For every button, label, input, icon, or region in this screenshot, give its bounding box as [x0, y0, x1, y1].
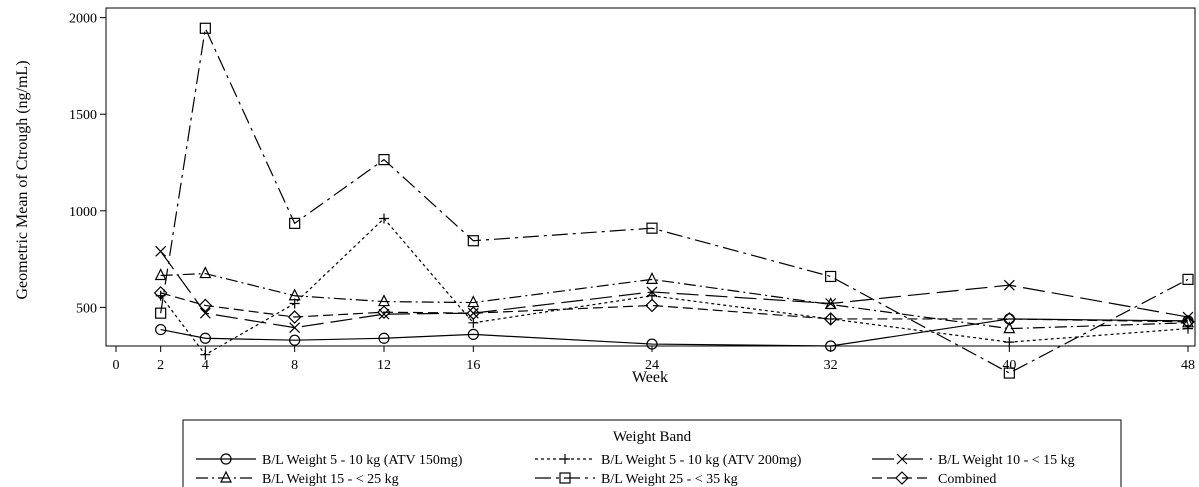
data-point	[199, 22, 211, 34]
data-point	[646, 222, 658, 234]
x-tick-label: 40	[1002, 358, 1016, 373]
series-line	[160, 251, 1189, 329]
legend-item: B/L Weight 15 - < 25 kg	[196, 470, 399, 487]
data-point	[289, 334, 301, 346]
legend-label: B/L Weight 5 - 10 kg (ATV 200mg)	[601, 453, 802, 468]
legend-label: B/L Weight 10 - < 15 kg	[938, 453, 1075, 468]
series-layer	[153, 22, 1195, 379]
x-tick-label: 4	[202, 358, 209, 373]
data-point	[467, 235, 479, 247]
legend-item: B/L Weight 25 - < 35 kg	[535, 472, 738, 487]
series-line	[160, 272, 1189, 330]
data-point	[824, 297, 837, 310]
data-point	[379, 213, 389, 224]
data-point	[288, 288, 301, 301]
data-point	[1003, 279, 1015, 291]
legend-item: Combined	[872, 471, 996, 487]
legend-marker	[220, 453, 232, 465]
data-point	[155, 245, 167, 257]
data-point	[1182, 273, 1194, 285]
data-point	[378, 154, 390, 166]
legend-item: B/L Weight 10 - < 15 kg	[872, 453, 1075, 468]
legend-items: B/L Weight 5 - 10 kg (ATV 150mg) B/L Weig…	[196, 453, 1075, 487]
data-point	[825, 340, 837, 352]
x-axis-title: Week	[632, 369, 668, 386]
legend-marker	[896, 453, 908, 465]
legend-item: B/L Weight 5 - 10 kg (ATV 150mg)	[196, 453, 463, 468]
data-point	[289, 322, 301, 334]
x-tick-label: 16	[466, 358, 480, 373]
data-point	[823, 312, 838, 326]
legend-item: B/L Weight 5 - 10 kg (ATV 200mg)	[535, 453, 802, 468]
legend-label: Combined	[938, 472, 996, 487]
data-point	[287, 310, 302, 324]
x-tick-label: 0	[113, 358, 120, 373]
series-2	[155, 213, 1193, 360]
data-point	[378, 308, 390, 320]
data-point	[646, 286, 658, 298]
data-point	[646, 272, 658, 284]
data-point	[1002, 312, 1017, 326]
series-1	[155, 313, 1194, 352]
x-axis: 0 2 4 8 12 16 24 32 40 48	[113, 346, 1195, 373]
legend-marker	[559, 472, 571, 484]
y-axis-title: Geometric Mean of Ctrough (ng/mL)	[14, 60, 31, 299]
data-point	[378, 332, 390, 344]
data-point	[646, 338, 658, 350]
y-tick-label: 2000	[69, 12, 97, 27]
series-line	[160, 318, 1189, 347]
data-point	[1181, 315, 1195, 329]
data-point	[153, 286, 168, 300]
data-point	[466, 306, 481, 321]
data-point	[645, 298, 659, 313]
y-tick-label: 500	[76, 301, 97, 316]
legend-frame	[182, 419, 1122, 487]
data-point	[289, 217, 301, 229]
legend-label: B/L Weight 15 - < 25 kg	[262, 472, 399, 487]
x-tick-label: 32	[824, 358, 838, 373]
series-line	[160, 26, 1189, 374]
series-5	[155, 22, 1194, 379]
legend: Weight Band B/L Weight 5 - 10 kg (ATV 15…	[182, 419, 1122, 487]
legend-marker	[560, 454, 570, 464]
data-point	[1004, 337, 1015, 348]
data-point	[378, 294, 390, 307]
data-point	[200, 349, 211, 360]
y-tick-label: 1500	[69, 108, 97, 123]
data-point	[155, 323, 167, 336]
legend-label: B/L Weight 5 - 10 kg (ATV 150mg)	[262, 453, 463, 468]
data-point	[467, 328, 479, 341]
legend-title: Weight Band	[613, 429, 692, 445]
x-tick-label: 48	[1181, 358, 1195, 373]
legend-label: B/L Weight 25 - < 35 kg	[601, 472, 738, 487]
y-tick-label: 1000	[69, 205, 97, 220]
data-point	[377, 305, 391, 320]
data-point	[155, 307, 167, 319]
plot-frame	[105, 7, 1196, 347]
series-6	[153, 286, 1195, 329]
data-point	[1003, 321, 1016, 334]
x-tick-label: 8	[291, 358, 298, 373]
legend-marker	[895, 471, 909, 485]
data-point	[199, 307, 211, 319]
data-point	[198, 298, 213, 313]
legend-marker	[220, 470, 232, 483]
series-3	[155, 245, 1194, 334]
series-line	[160, 217, 1189, 356]
data-point	[199, 332, 211, 344]
data-point	[825, 298, 837, 309]
data-point	[825, 270, 837, 283]
y-axis: 500 1000 1500 2000	[69, 12, 106, 316]
data-point	[1003, 367, 1015, 379]
x-tick-label: 12	[377, 358, 391, 373]
x-tick-label: 24	[645, 358, 659, 373]
series-4	[154, 266, 1194, 334]
series-line	[160, 292, 1189, 323]
x-tick-label: 2	[157, 358, 164, 373]
data-point	[154, 268, 167, 281]
data-point	[199, 266, 212, 279]
